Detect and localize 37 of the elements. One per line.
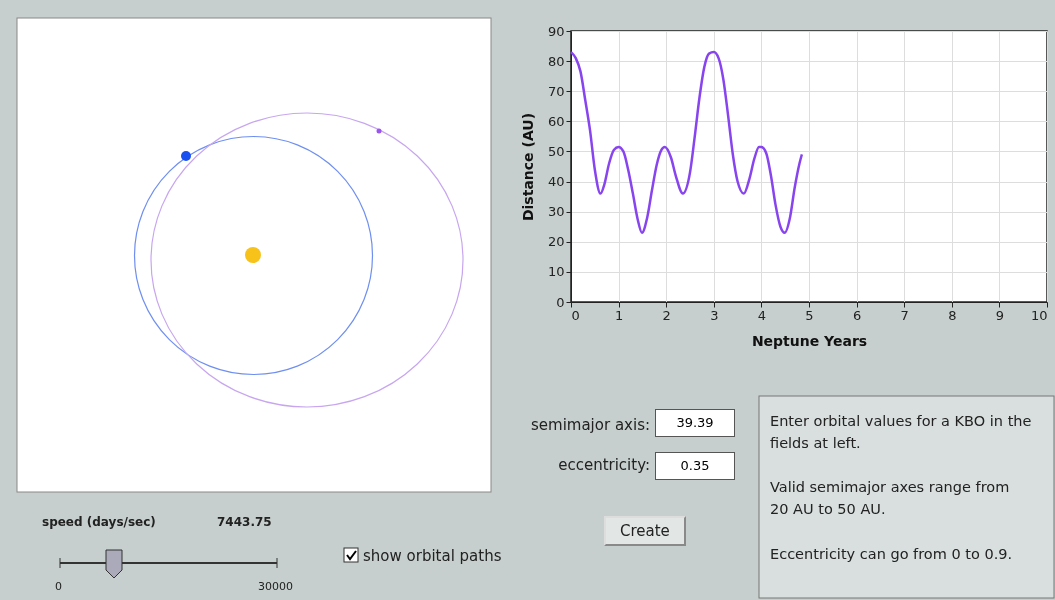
text: speed (days/sec) — [42, 515, 156, 529]
text: show orbital paths — [363, 547, 502, 565]
x-tick-label: 7 — [900, 307, 909, 323]
x-tick-label: 8 — [948, 307, 957, 323]
x-tick-label: 6 — [852, 307, 862, 323]
x-tick-label: 5 — [805, 307, 814, 323]
y-axis-title: Distance (AU) — [519, 112, 536, 222]
line-series — [569, 50, 804, 234]
y-tick-label: 30 — [547, 204, 565, 220]
text: Valid semimajor axes range from 20 AU to 50 AU. — [770, 478, 1011, 519]
x-tick-label: 2 — [662, 307, 671, 323]
x-tick-label: 3 — [710, 307, 719, 323]
x-tick-label: 10 — [1030, 307, 1048, 323]
y-tick-label: 80 — [547, 53, 565, 69]
text: 7443.75 — [217, 515, 272, 529]
text: 0.35 — [655, 452, 735, 480]
x-axis-title: Neptune Years — [751, 332, 868, 349]
text: 39.39 — [655, 409, 735, 437]
text: Eccentricity can go from 0 to 0.9. — [770, 545, 1014, 564]
y-tick-label: 0 — [556, 294, 565, 310]
text: Enter orbital values for a KBO in the fields at left. — [770, 412, 1033, 453]
text: 0 — [55, 580, 62, 593]
text: 30000 — [258, 580, 293, 593]
y-tick-label: 60 — [547, 113, 565, 129]
text: eccentricity: — [558, 456, 650, 474]
x-tick-label: 0 — [571, 307, 580, 323]
y-tick-label: 40 — [547, 174, 565, 190]
y-tick-label: 70 — [547, 83, 565, 99]
y-tick-label: 10 — [547, 264, 565, 280]
x-tick-label: 9 — [995, 307, 1005, 323]
x-tick-label: 1 — [614, 307, 624, 323]
text: Create — [604, 516, 686, 546]
text: semimajor axis: — [530, 416, 650, 434]
y-tick-label: 20 — [547, 234, 565, 250]
x-tick-label: 4 — [757, 307, 767, 323]
y-tick-label: 90 — [547, 23, 565, 39]
y-tick-label: 50 — [547, 143, 565, 159]
